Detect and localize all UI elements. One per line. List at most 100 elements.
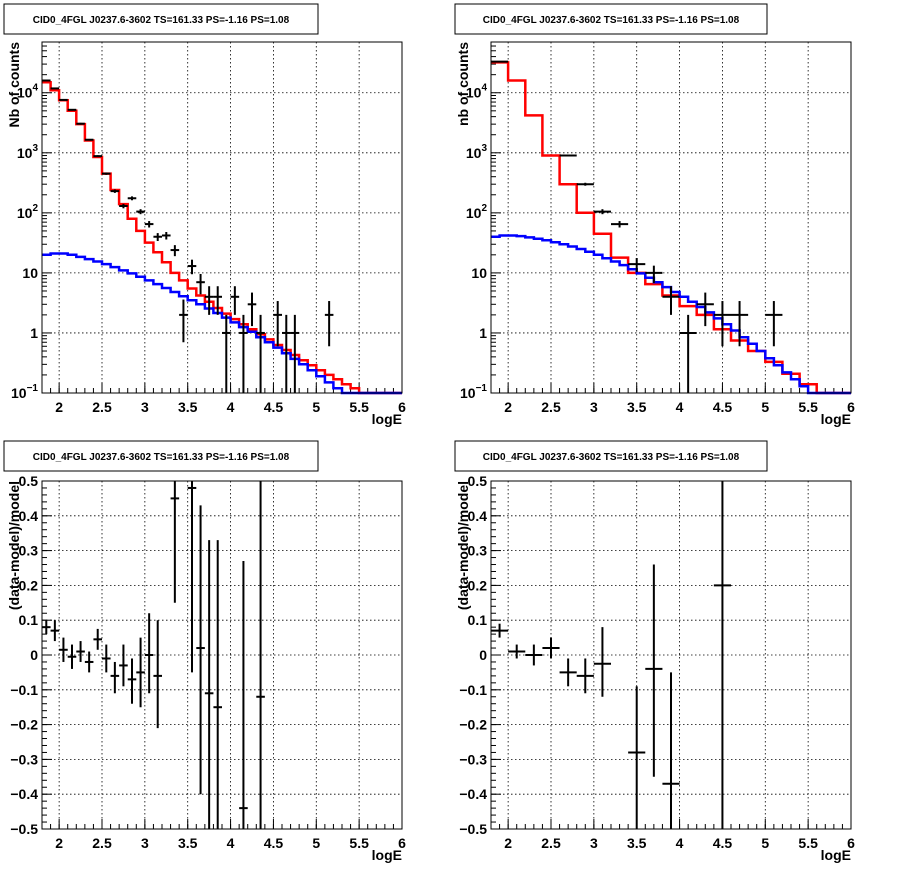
plot-frame — [41, 41, 403, 394]
data-point — [628, 258, 646, 273]
y-tick-label: 0.1 — [19, 612, 39, 628]
y-tick-label: −0.5 — [459, 821, 487, 837]
y-tick-label: −0.1 — [459, 682, 487, 698]
data-point — [282, 314, 291, 393]
x-tick-label: 3.5 — [627, 399, 647, 415]
y-tick-label: 0.2 — [19, 577, 39, 593]
data-point — [765, 301, 783, 347]
x-axis-title: logE — [821, 847, 851, 863]
y-axis-title: Nb of counts — [6, 42, 22, 128]
plot-frame — [490, 41, 852, 394]
x-tick-label: 5.5 — [798, 399, 818, 415]
x-tick-label: 2.5 — [541, 835, 561, 851]
data-point — [119, 644, 128, 687]
chart-panel-bottom-left: CID0_4FGL J0237.6-3602 TS=161.33 PS=-1.1… — [3, 440, 406, 863]
y-tick-label: 102 — [466, 203, 488, 221]
data-point — [196, 505, 205, 795]
data-point — [731, 301, 749, 347]
x-tick-label: 3 — [141, 399, 149, 415]
data-point — [170, 481, 180, 603]
data-point — [136, 637, 145, 708]
data-point — [84, 651, 94, 673]
x-tick-label: 2 — [504, 399, 512, 415]
data-point — [153, 233, 162, 241]
x-axis-title: logE — [372, 411, 402, 427]
data-point — [662, 672, 680, 829]
data-point — [593, 627, 611, 697]
data-point — [559, 154, 577, 157]
x-tick-label: 3 — [141, 835, 149, 851]
x-tick-label: 5 — [761, 835, 769, 851]
data-point — [713, 301, 731, 347]
chart-title-box: CID0_4FGL J0237.6-3602 TS=161.33 PS=-1.1… — [3, 3, 319, 35]
chart-title: CID0_4FGL J0237.6-3602 TS=161.33 PS=-1.1… — [483, 452, 740, 463]
plot-frame — [41, 480, 403, 830]
x-tick-label: 5.5 — [349, 399, 369, 415]
x-tick-label: 6 — [847, 399, 855, 415]
chart-title: CID0_4FGL J0237.6-3602 TS=161.33 PS=-1.1… — [33, 452, 290, 463]
y-tick-label: 10 — [22, 265, 38, 281]
x-tick-label: 4.5 — [713, 835, 733, 851]
data-point — [713, 481, 731, 829]
data-point — [144, 221, 154, 228]
x-tick-label: 4 — [227, 835, 235, 851]
x-axis-title: logE — [372, 847, 402, 863]
plot-frame — [490, 480, 852, 830]
data-point — [230, 286, 240, 315]
y-tick-label: 0.5 — [468, 473, 488, 489]
y-tick-label: 0.5 — [19, 473, 39, 489]
x-tick-label: 4 — [676, 835, 684, 851]
y-tick-label: −0.4 — [10, 786, 38, 802]
data-point — [196, 273, 205, 295]
title-frame — [3, 440, 319, 472]
data-point — [187, 481, 197, 673]
y-tick-label: 10−1 — [460, 383, 487, 401]
data-point — [119, 203, 128, 209]
data-point — [525, 644, 543, 666]
x-tick-label: 4.5 — [264, 399, 284, 415]
data-point — [491, 60, 509, 63]
y-tick-label: −0.3 — [10, 751, 38, 767]
data-point — [628, 686, 646, 829]
title-frame — [3, 3, 319, 35]
x-tick-label: 6 — [398, 399, 406, 415]
data-point — [645, 564, 663, 777]
y-axis-title: (data-model)/model — [455, 481, 471, 610]
y-tick-label: 0 — [479, 647, 487, 663]
data-point — [696, 292, 714, 327]
data-point — [239, 314, 248, 393]
x-tick-label: 4 — [227, 399, 235, 415]
data-point — [110, 189, 120, 193]
data-point — [50, 620, 60, 642]
series-line-blue — [42, 252, 402, 395]
data-point — [204, 540, 214, 829]
x-tick-label: 3 — [590, 399, 598, 415]
data-point — [67, 108, 77, 111]
data-point — [93, 628, 102, 650]
x-tick-label: 3.5 — [627, 835, 647, 851]
x-tick-label: 5 — [761, 399, 769, 415]
data-point — [324, 301, 334, 347]
y-tick-label: 103 — [466, 143, 488, 161]
y-tick-label: −0.1 — [10, 682, 38, 698]
y-tick-label: 102 — [17, 203, 39, 221]
x-tick-label: 2 — [55, 835, 63, 851]
x-tick-label: 3 — [590, 835, 598, 851]
data-point — [256, 481, 265, 829]
chart-panel-bottom-right: CID0_4FGL J0237.6-3602 TS=161.33 PS=-1.1… — [454, 440, 855, 863]
y-tick-label: −0.4 — [459, 786, 487, 802]
x-tick-label: 4 — [676, 399, 684, 415]
y-tick-label: 0.4 — [468, 508, 488, 524]
data-point — [110, 661, 120, 694]
data-point — [508, 644, 526, 659]
data-point — [84, 138, 94, 141]
data-point — [127, 196, 137, 201]
x-tick-label: 6 — [398, 835, 406, 851]
data-point — [247, 292, 257, 327]
data-point — [593, 209, 611, 215]
data-point — [59, 98, 68, 101]
y-tick-label: 0.3 — [19, 543, 39, 559]
data-point — [50, 87, 60, 90]
data-point — [187, 259, 197, 275]
